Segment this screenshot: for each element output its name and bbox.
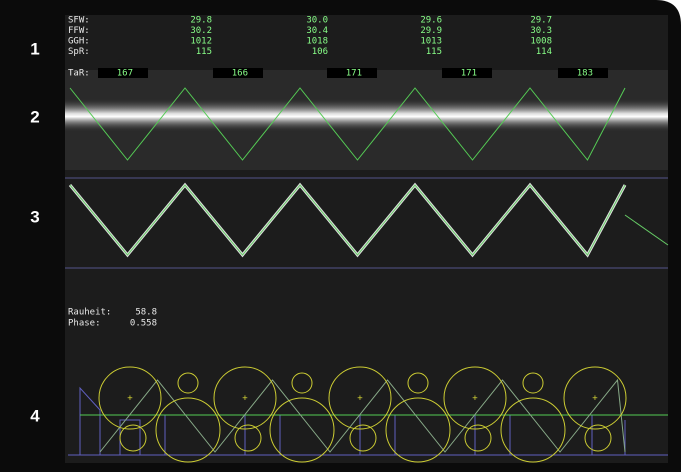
marker: + (472, 394, 478, 404)
row-value: 29.7 (530, 16, 552, 26)
row-value: 1018 (306, 37, 328, 47)
panel-number: 3 (30, 207, 39, 226)
light-streak (65, 98, 668, 132)
tar-value: 166 (232, 69, 248, 79)
row-value: 29.6 (420, 16, 442, 26)
row-value: 114 (536, 47, 552, 57)
row-value: 30.2 (190, 26, 212, 36)
row-value: 1008 (530, 37, 552, 47)
tar-value: 171 (461, 69, 477, 79)
row-value: 30.3 (530, 26, 552, 36)
row-label: FFW: (68, 26, 90, 36)
panel-number: 1 (30, 39, 39, 58)
readout-label: Phase: (68, 319, 101, 329)
row-value: 115 (196, 47, 212, 57)
row-value: 1012 (190, 37, 212, 47)
row-value: 29.8 (190, 16, 212, 26)
marker: + (357, 394, 363, 404)
row-label: GGH: (68, 37, 90, 47)
row-value: 30.4 (306, 26, 328, 36)
row-value: 115 (426, 47, 442, 57)
tar-label: TaR: (68, 69, 90, 79)
readout-label: Rauheit: (68, 308, 111, 318)
readout-value: 0.558 (130, 319, 157, 329)
row-label: SFW: (68, 16, 90, 26)
readout-value: 58.8 (135, 308, 157, 318)
row-value: 106 (312, 47, 328, 57)
marker: + (242, 394, 248, 404)
row-label: SpR: (68, 47, 90, 57)
row-value: 1013 (420, 37, 442, 47)
row-value: 30.0 (306, 16, 328, 26)
tar-value: 171 (346, 69, 362, 79)
screen: + + + + + 1 2 3 4 SFW: 29.8 30.0 29.6 29.7 FFW: 30.2 30… (0, 0, 681, 472)
marker: + (127, 394, 133, 404)
panel-number: 4 (30, 406, 40, 425)
panel-number: 2 (30, 107, 39, 126)
tar-value: 183 (577, 69, 593, 79)
row-value: 29.9 (420, 26, 442, 36)
marker: + (592, 394, 598, 404)
tar-value: 167 (117, 69, 133, 79)
